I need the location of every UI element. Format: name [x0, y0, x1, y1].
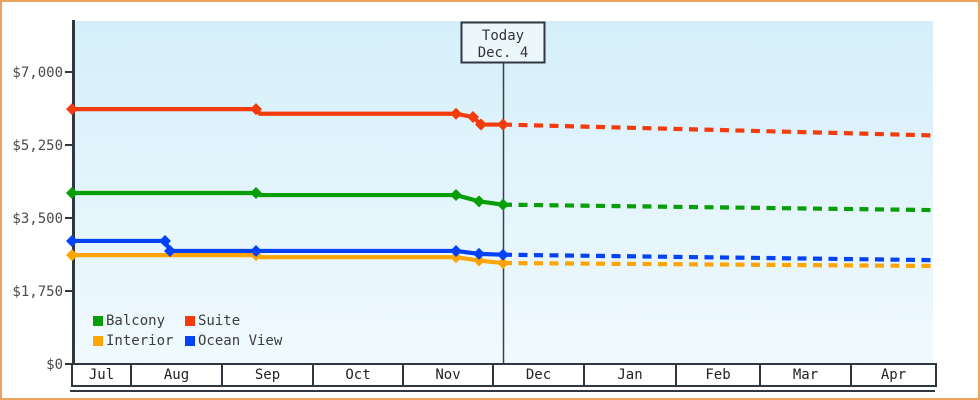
data-point-marker: [164, 244, 176, 257]
month-cell-nov: Nov: [402, 365, 492, 385]
data-point-marker: [66, 103, 78, 116]
legend-item-ocean-view: Ocean View: [185, 331, 282, 351]
month-cell-oct: Oct: [312, 365, 402, 385]
data-point-marker: [250, 186, 262, 199]
y-tick-label: $5,250: [12, 138, 63, 154]
data-point-marker: [473, 254, 485, 267]
month-cell-aug: Aug: [130, 365, 221, 385]
series-markers-suite: [66, 103, 509, 131]
legend-label: Balcony: [106, 313, 166, 329]
today-annotation: Today Dec. 4: [460, 21, 546, 64]
data-point-marker: [159, 234, 171, 247]
series-forecast-balcony: [502, 202, 934, 213]
series-forecast-ocean-view: [502, 252, 934, 263]
data-point-marker: [497, 198, 509, 211]
month-cell-apr: Apr: [850, 365, 937, 385]
series-forecast-interior: [502, 260, 934, 269]
y-tick-label: $0: [46, 357, 63, 373]
series-markers-balcony: [66, 186, 509, 211]
legend-label: Ocean View: [198, 333, 283, 349]
y-axis-ticks: $7,000 $5,250 $3,500 $1,750 $0: [12, 65, 73, 373]
data-point-marker: [450, 107, 462, 120]
data-point-marker: [66, 249, 78, 262]
legend-swatch-ocean-view: [185, 336, 195, 346]
legend-label: Interior: [106, 333, 174, 349]
legend-swatch-suite: [185, 316, 195, 326]
today-date: Dec. 4: [478, 45, 529, 61]
month-cell-jan: Jan: [583, 365, 675, 385]
legend-swatch-balcony: [93, 316, 103, 326]
series-forecast-suite: [502, 122, 934, 138]
y-tick-label: $3,500: [12, 211, 63, 227]
month-cell-sep: Sep: [221, 365, 312, 385]
data-point-marker: [250, 103, 262, 116]
x-axis-month-band: Jul Aug Sep Oct Nov Dec Jan Feb Mar Apr: [71, 363, 937, 387]
month-cell-feb: Feb: [675, 365, 759, 385]
legend-item-interior: Interior: [93, 331, 185, 351]
data-point-marker: [497, 248, 509, 261]
x-axis-underline: [70, 390, 935, 392]
data-point-marker: [66, 186, 78, 199]
data-point-marker: [450, 189, 462, 202]
today-box: [460, 21, 546, 64]
month-cell-dec: Dec: [492, 365, 583, 385]
series-lines: [66, 103, 934, 270]
data-point-marker: [467, 111, 479, 124]
month-cell-jul: Jul: [71, 365, 130, 385]
today-label: Today: [482, 28, 524, 44]
data-point-marker: [450, 244, 462, 257]
data-point-marker: [475, 118, 487, 131]
data-point-marker: [497, 118, 509, 131]
legend-swatch-interior: [93, 336, 103, 346]
legend: Balcony Suite Interior Ocean View: [93, 311, 282, 351]
month-cell-mar: Mar: [759, 365, 850, 385]
data-point-marker: [250, 244, 262, 257]
y-tick-label: $1,750: [12, 284, 63, 300]
legend-item-balcony: Balcony: [93, 311, 185, 331]
data-point-marker: [66, 234, 78, 247]
data-point-marker: [473, 195, 485, 208]
series-markers-ocean-view: [66, 234, 509, 261]
data-point-marker: [450, 251, 462, 264]
y-tick-label: $7,000: [12, 65, 63, 81]
legend-item-suite: Suite: [185, 311, 282, 331]
data-point-marker: [497, 257, 509, 270]
legend-label: Suite: [198, 313, 241, 329]
data-point-marker: [473, 247, 485, 260]
